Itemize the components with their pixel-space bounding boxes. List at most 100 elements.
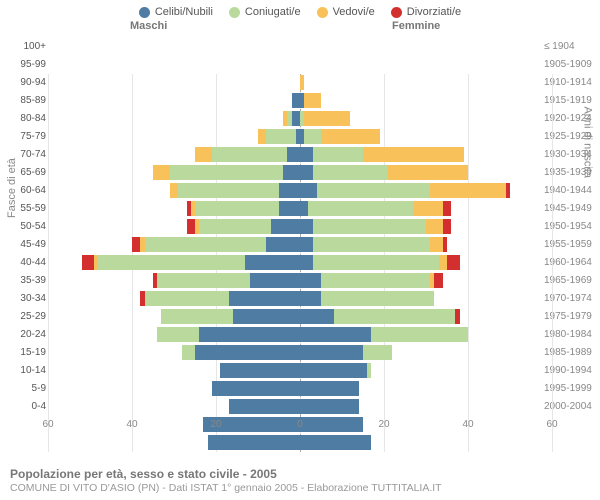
segment-cel <box>233 309 300 324</box>
segment-cel <box>300 237 313 252</box>
age-row <box>48 74 552 92</box>
gender-headers: Maschi Femmine <box>0 20 600 36</box>
segment-cel <box>212 381 300 396</box>
segment-cel <box>300 291 321 306</box>
segment-div <box>82 255 95 270</box>
age-label: 45-49 <box>0 236 46 254</box>
bar-female <box>300 363 371 378</box>
bar-female <box>300 201 451 216</box>
bar-male <box>187 201 300 216</box>
segment-cel <box>300 219 313 234</box>
segment-con <box>308 201 413 216</box>
bar-male <box>153 273 300 288</box>
segment-div <box>443 237 447 252</box>
segment-con <box>321 291 434 306</box>
legend-swatch <box>391 7 402 18</box>
segment-ved <box>300 75 304 90</box>
age-row <box>48 218 552 236</box>
segment-con <box>98 255 245 270</box>
y-axis-title-left: Fasce di età <box>6 158 18 218</box>
bar-female <box>300 327 468 342</box>
segment-con <box>157 327 199 342</box>
segment-con <box>367 363 371 378</box>
age-label: 40-44 <box>0 254 46 272</box>
segment-cel <box>300 345 363 360</box>
segment-cel <box>229 399 300 414</box>
age-label: 50-54 <box>0 218 46 236</box>
age-label: 5-9 <box>0 380 46 398</box>
legend-item: Divorziati/e <box>391 6 461 18</box>
age-label: 90-94 <box>0 74 46 92</box>
segment-cel <box>292 111 300 126</box>
segment-cel <box>300 435 371 450</box>
segment-ved <box>170 183 178 198</box>
age-row <box>48 326 552 344</box>
bar-female <box>300 435 371 450</box>
segment-con <box>313 237 431 252</box>
segment-cel <box>208 435 300 450</box>
segment-cel <box>245 255 300 270</box>
segment-con <box>145 291 229 306</box>
segment-ved <box>430 237 443 252</box>
segment-con <box>317 183 430 198</box>
x-tick: 40 <box>126 419 137 430</box>
legend-swatch <box>317 7 328 18</box>
segment-cel <box>300 201 308 216</box>
bar-female <box>300 129 380 144</box>
bar-female <box>300 273 443 288</box>
bar-male <box>182 345 300 360</box>
segment-con <box>145 237 267 252</box>
y-axis-left-labels: 100+95-9990-9485-8980-8475-7970-7465-696… <box>0 38 46 416</box>
age-label: 85-89 <box>0 92 46 110</box>
segment-ved <box>439 255 447 270</box>
segment-con <box>304 129 321 144</box>
segment-ved <box>388 165 468 180</box>
bar-male <box>258 129 300 144</box>
legend: Celibi/NubiliConiugati/eVedovi/eDivorzia… <box>0 0 600 20</box>
x-tick: 60 <box>546 419 557 430</box>
x-tick: 20 <box>210 419 221 430</box>
x-tick: 40 <box>462 419 473 430</box>
bar-male <box>132 237 300 252</box>
bar-female <box>300 111 350 126</box>
segment-cel <box>300 165 313 180</box>
age-label: 35-39 <box>0 272 46 290</box>
segment-cel <box>199 327 300 342</box>
segment-cel <box>283 165 300 180</box>
legend-item: Coniugati/e <box>229 6 301 18</box>
bar-male <box>153 165 300 180</box>
segment-cel <box>279 201 300 216</box>
grid-line <box>552 74 553 452</box>
age-row <box>48 128 552 146</box>
segment-div <box>447 255 460 270</box>
segment-con <box>266 129 295 144</box>
age-label: 25-29 <box>0 308 46 326</box>
age-row <box>48 146 552 164</box>
segment-cel <box>271 219 300 234</box>
bar-female <box>300 381 359 396</box>
segment-cel <box>292 93 300 108</box>
segment-con <box>182 345 195 360</box>
segment-con <box>313 147 363 162</box>
segment-div <box>434 273 442 288</box>
age-row <box>48 434 552 452</box>
segment-cel <box>300 273 321 288</box>
segment-con <box>199 219 270 234</box>
age-row <box>48 272 552 290</box>
segment-con <box>313 255 439 270</box>
bar-female <box>300 75 304 90</box>
age-row <box>48 92 552 110</box>
age-label: 15-19 <box>0 344 46 362</box>
age-label: 0-4 <box>0 398 46 416</box>
population-pyramid-chart: Celibi/NubiliConiugati/eVedovi/eDivorzia… <box>0 0 600 500</box>
age-row <box>48 236 552 254</box>
age-label: 30-34 <box>0 290 46 308</box>
chart-title: Popolazione per età, sesso e stato civil… <box>10 467 590 481</box>
age-row <box>48 164 552 182</box>
legend-item: Celibi/Nubili <box>139 6 213 18</box>
segment-div <box>443 201 451 216</box>
segment-cel <box>195 345 300 360</box>
segment-ved <box>321 129 380 144</box>
bar-male <box>195 147 300 162</box>
age-label: 75-79 <box>0 128 46 146</box>
